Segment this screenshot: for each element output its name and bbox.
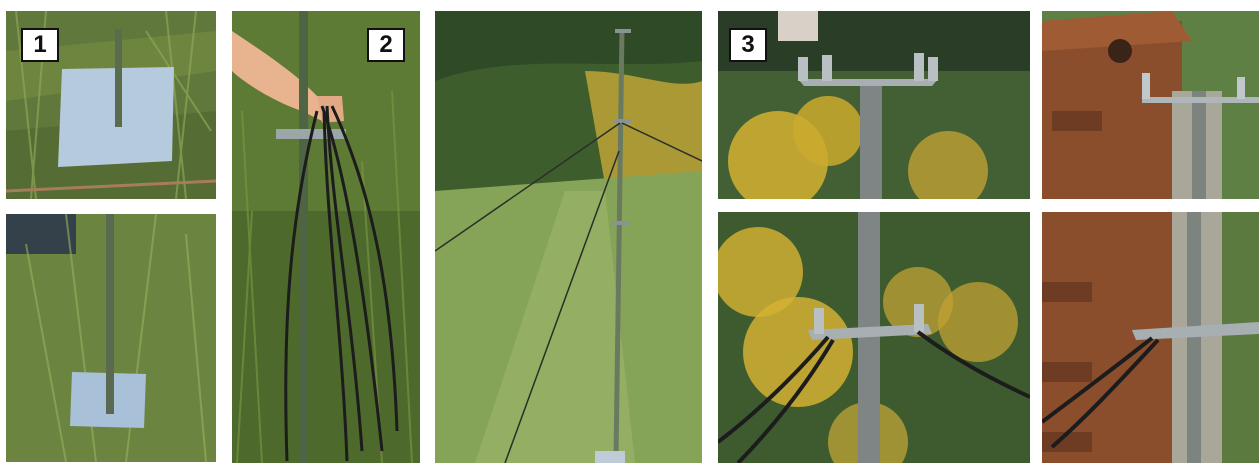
- photo-mid-bracket-box: [1042, 212, 1259, 463]
- photo-pole-field: [435, 11, 702, 463]
- step-label-1: 1: [21, 28, 59, 62]
- photo-top-bracket: [718, 11, 1030, 199]
- photo-stake-plate-bottom: [6, 214, 216, 462]
- step-label-3: 3: [729, 28, 767, 62]
- photo-hand-cables: [232, 11, 420, 463]
- photo-mid-bracket-cables: [718, 212, 1030, 463]
- photo-stake-plate-top: [6, 11, 216, 199]
- photo-top-bracket-box: [1042, 11, 1259, 199]
- step-label-2: 2: [367, 28, 405, 62]
